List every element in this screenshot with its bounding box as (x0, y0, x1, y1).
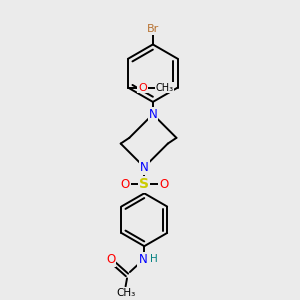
Text: CH₃: CH₃ (116, 288, 135, 298)
Text: S: S (139, 177, 149, 191)
Text: O: O (159, 178, 168, 191)
Text: O: O (120, 178, 130, 191)
Text: Br: Br (147, 24, 159, 34)
Text: CH₃: CH₃ (155, 82, 173, 93)
Text: N: N (148, 108, 157, 121)
Text: N: N (140, 161, 148, 174)
Text: H: H (150, 254, 157, 264)
Text: O: O (138, 82, 147, 93)
Text: O: O (106, 254, 115, 266)
Text: N: N (138, 253, 147, 266)
